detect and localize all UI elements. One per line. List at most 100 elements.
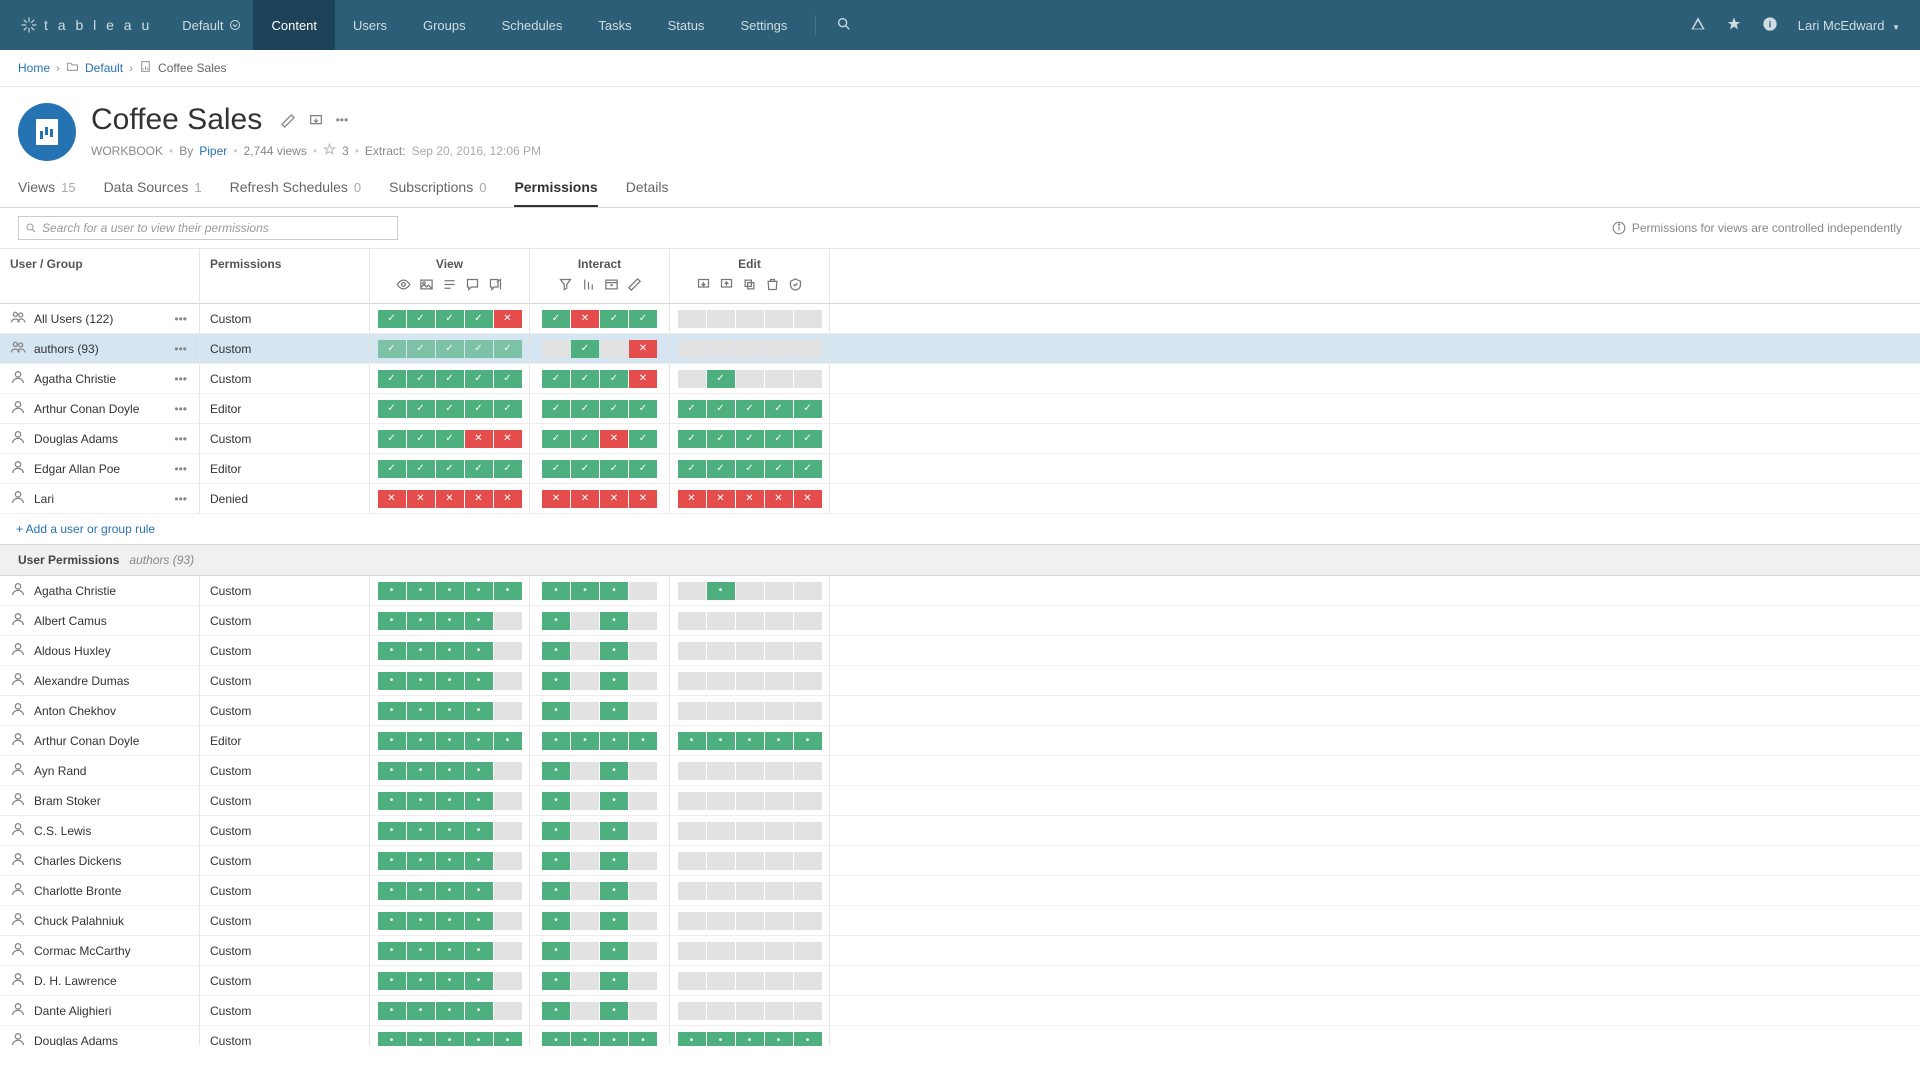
perm-cell[interactable]: ✓: [571, 460, 599, 478]
perm-cell[interactable]: ✓: [542, 310, 570, 328]
perm-cell[interactable]: [736, 882, 764, 900]
perm-cell[interactable]: •: [436, 942, 464, 960]
perm-cell[interactable]: ✓: [629, 430, 657, 448]
perm-cell[interactable]: [678, 1002, 706, 1020]
perm-cell[interactable]: •: [600, 972, 628, 990]
perm-cell[interactable]: •: [494, 582, 522, 600]
perm-cell[interactable]: ✓: [629, 400, 657, 418]
perm-cell[interactable]: ✓: [736, 400, 764, 418]
perm-cell[interactable]: [765, 612, 793, 630]
perm-cell[interactable]: •: [794, 1032, 822, 1047]
perm-cell[interactable]: [794, 792, 822, 810]
perm-cell[interactable]: ✓: [407, 370, 435, 388]
perm-cell[interactable]: •: [436, 852, 464, 870]
perm-cell[interactable]: ✓: [378, 340, 406, 358]
perm-cell[interactable]: [765, 582, 793, 600]
perm-cell[interactable]: •: [600, 822, 628, 840]
perm-cell[interactable]: [678, 582, 706, 600]
perm-cell[interactable]: [494, 642, 522, 660]
perm-cell[interactable]: •: [736, 1032, 764, 1047]
perm-cell[interactable]: ✓: [707, 460, 735, 478]
perm-cell[interactable]: [765, 822, 793, 840]
perm-cell[interactable]: [794, 340, 822, 358]
perm-cell[interactable]: •: [600, 942, 628, 960]
perm-cell[interactable]: ✓: [436, 310, 464, 328]
perm-cell[interactable]: •: [678, 1032, 706, 1047]
perm-cell[interactable]: ✕: [736, 490, 764, 508]
perm-cell[interactable]: •: [436, 702, 464, 720]
perm-cell[interactable]: [494, 672, 522, 690]
perm-cell[interactable]: •: [407, 792, 435, 810]
perm-cell[interactable]: ✓: [494, 370, 522, 388]
perm-cell[interactable]: •: [542, 852, 570, 870]
perm-cell[interactable]: ✓: [436, 370, 464, 388]
perm-cell[interactable]: [494, 972, 522, 990]
perm-cell[interactable]: •: [407, 642, 435, 660]
perm-cell[interactable]: ✕: [629, 370, 657, 388]
perm-cell[interactable]: [736, 1002, 764, 1020]
perm-cell[interactable]: ✕: [765, 490, 793, 508]
perm-cell[interactable]: ✓: [600, 460, 628, 478]
perm-cell[interactable]: [736, 822, 764, 840]
perm-cell[interactable]: •: [407, 672, 435, 690]
perm-cell[interactable]: [571, 792, 599, 810]
perm-cell[interactable]: ✓: [736, 430, 764, 448]
perm-cell[interactable]: •: [407, 972, 435, 990]
perm-cell[interactable]: •: [465, 912, 493, 930]
perm-cell[interactable]: [678, 792, 706, 810]
perm-cell[interactable]: ✓: [678, 460, 706, 478]
perm-cell[interactable]: •: [378, 822, 406, 840]
perm-cell[interactable]: •: [378, 672, 406, 690]
perm-cell[interactable]: •: [378, 792, 406, 810]
perm-cell[interactable]: •: [571, 582, 599, 600]
perm-cell[interactable]: •: [600, 732, 628, 750]
perm-cell[interactable]: •: [436, 912, 464, 930]
perm-cell[interactable]: ✓: [678, 400, 706, 418]
perm-cell[interactable]: [571, 942, 599, 960]
perm-cell[interactable]: ✓: [571, 400, 599, 418]
perm-cell[interactable]: ✓: [794, 460, 822, 478]
help-icon[interactable]: i: [1762, 16, 1778, 35]
perm-cell[interactable]: •: [378, 882, 406, 900]
perm-cell[interactable]: ✕: [494, 490, 522, 508]
perm-cell[interactable]: •: [378, 612, 406, 630]
perm-cell[interactable]: ✓: [494, 400, 522, 418]
perm-cell[interactable]: •: [600, 1032, 628, 1047]
perm-cell[interactable]: •: [407, 882, 435, 900]
perm-cell[interactable]: ✕: [407, 490, 435, 508]
perm-cell[interactable]: •: [542, 882, 570, 900]
perm-cell[interactable]: [765, 942, 793, 960]
perm-cell[interactable]: [707, 762, 735, 780]
perm-cell[interactable]: [794, 942, 822, 960]
perm-cell[interactable]: ✓: [407, 310, 435, 328]
perm-cell[interactable]: •: [407, 822, 435, 840]
perm-cell[interactable]: ✕: [378, 490, 406, 508]
perm-cell[interactable]: •: [436, 972, 464, 990]
perm-cell[interactable]: •: [571, 732, 599, 750]
perm-cell[interactable]: ✕: [600, 490, 628, 508]
perm-cell[interactable]: ✕: [494, 310, 522, 328]
perm-cell[interactable]: ✓: [407, 430, 435, 448]
perm-cell[interactable]: •: [600, 912, 628, 930]
crumb-default[interactable]: Default: [85, 61, 123, 75]
perm-cell[interactable]: •: [407, 582, 435, 600]
perm-cell[interactable]: •: [707, 1032, 735, 1047]
perm-cell[interactable]: •: [542, 762, 570, 780]
perm-cell[interactable]: •: [736, 732, 764, 750]
perm-cell[interactable]: ✓: [494, 340, 522, 358]
permissions-search-input[interactable]: Search for a user to view their permissi…: [18, 216, 398, 240]
perm-cell[interactable]: [765, 370, 793, 388]
perm-cell[interactable]: •: [378, 642, 406, 660]
perm-cell[interactable]: [678, 642, 706, 660]
perm-cell[interactable]: •: [794, 732, 822, 750]
perm-cell[interactable]: [494, 762, 522, 780]
perm-cell[interactable]: •: [378, 762, 406, 780]
perm-cell[interactable]: ✓: [765, 400, 793, 418]
perm-cell[interactable]: [736, 582, 764, 600]
tab-data-sources[interactable]: Data Sources1: [104, 179, 202, 207]
perm-cell[interactable]: [571, 822, 599, 840]
perm-cell[interactable]: [707, 972, 735, 990]
perm-cell[interactable]: [707, 310, 735, 328]
perm-cell[interactable]: ✓: [465, 400, 493, 418]
perm-cell[interactable]: [794, 852, 822, 870]
